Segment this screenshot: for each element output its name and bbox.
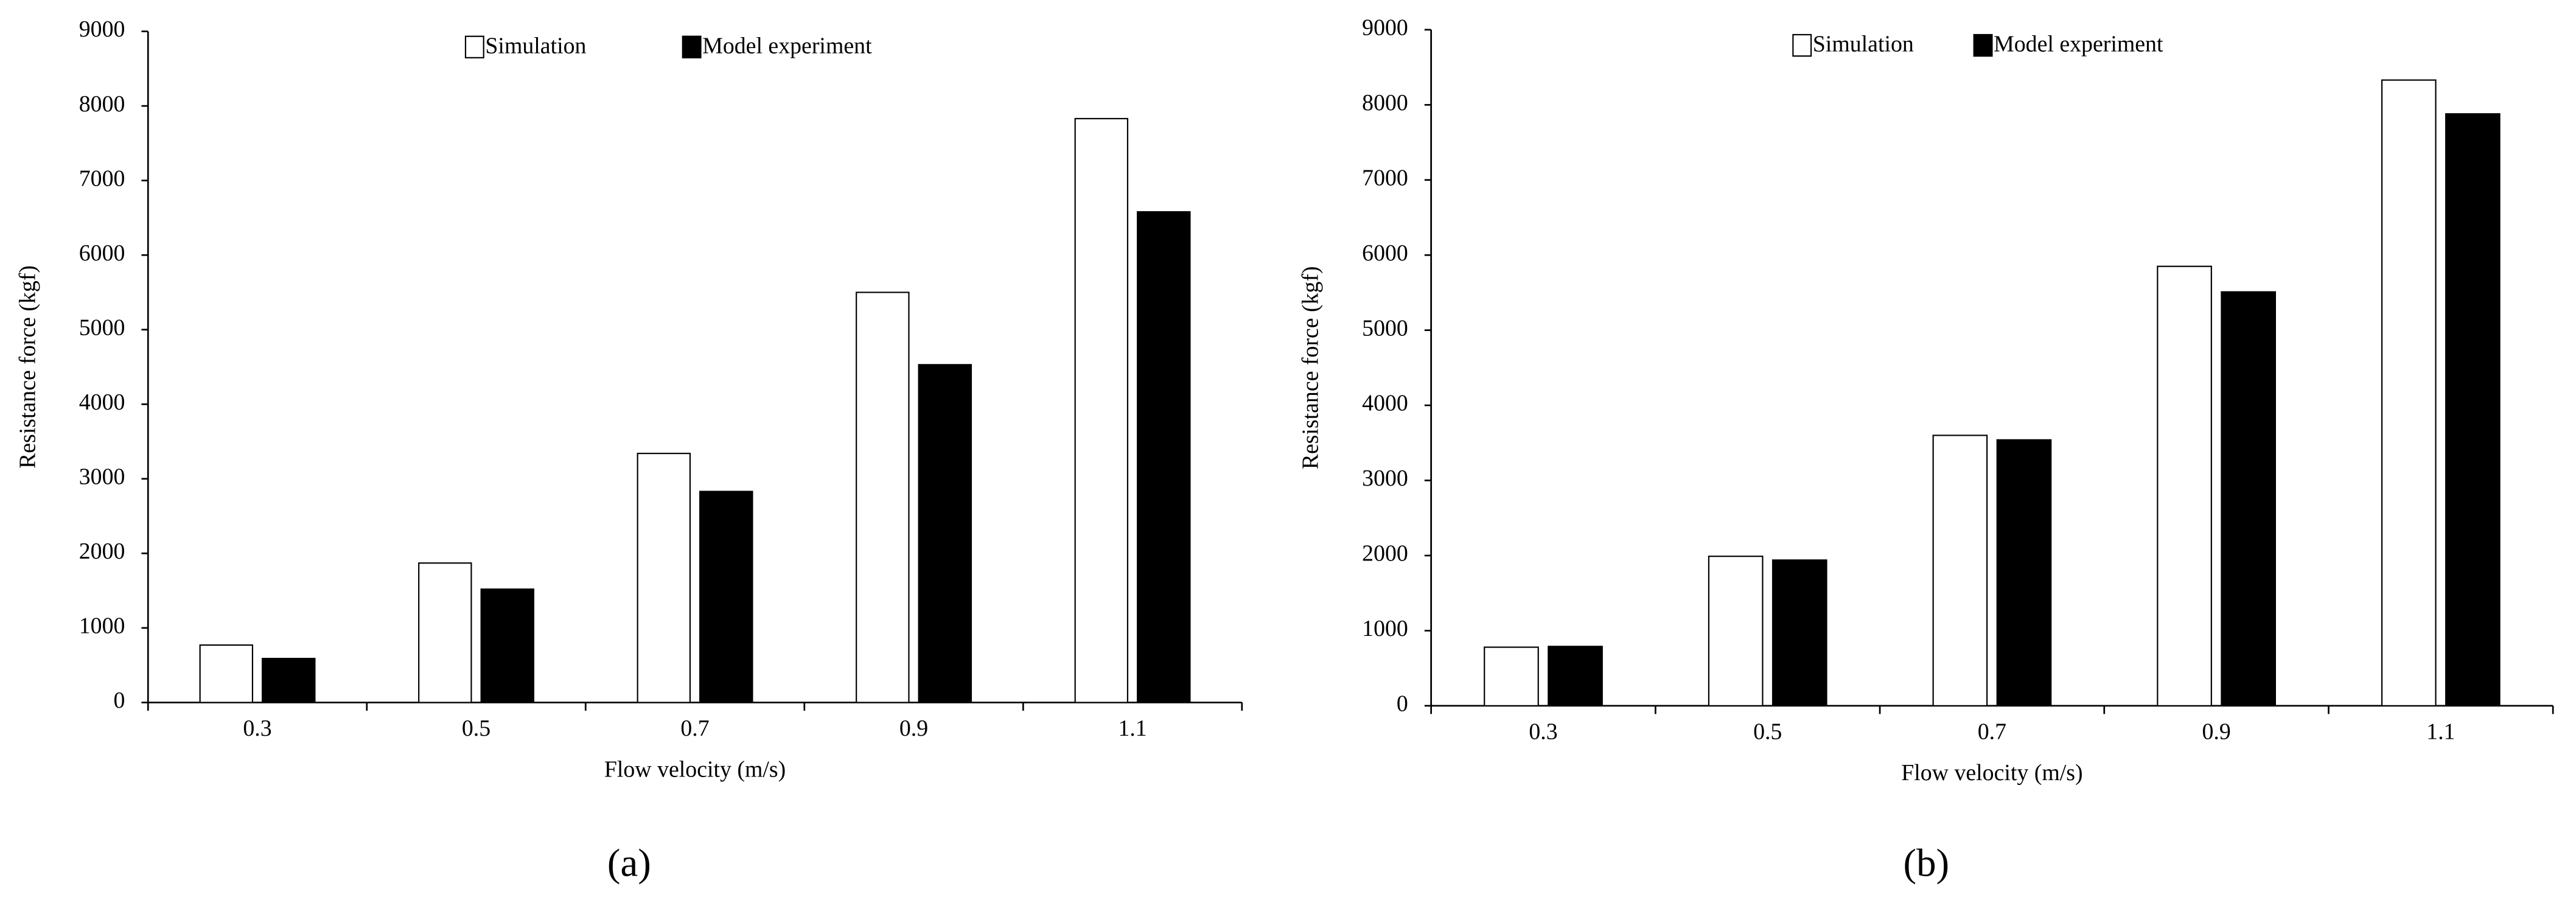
x-tick-label: 0.5 [1753,719,1782,744]
y-tick-label: 2000 [1362,541,1408,567]
legend-swatch [1792,33,1812,57]
bar [418,562,472,703]
y-tick-label: 3000 [1362,466,1408,491]
bar [1932,434,1988,706]
bar [480,588,534,703]
legend-swatch [1973,33,1993,57]
bar [2157,265,2212,706]
y-tick-label: 9000 [79,16,125,42]
bar [1484,646,1539,706]
x-tick-label: 0.3 [243,716,271,741]
y-tick-label: 3000 [79,464,125,489]
y-tick-label: 6000 [1362,240,1408,266]
bar [1771,559,1827,706]
panel-label: (a) [607,842,651,885]
x-tick-label: 0.9 [2202,719,2230,744]
bar [918,364,972,703]
y-tick-label: 8000 [1362,90,1408,116]
bar [2445,113,2501,706]
y-tick-label: 1000 [1362,616,1408,641]
legend-label: Simulation [485,33,586,58]
bar [1548,646,1603,706]
x-tick-label: 0.7 [680,716,709,741]
y-tick-label: 7000 [79,166,125,191]
x-tick-label: 0.5 [462,716,490,741]
bar [637,453,691,703]
bar [1074,117,1129,703]
y-tick-label: 5000 [1362,315,1408,341]
bar [2381,79,2437,706]
legend-label: Simulation [1813,32,1914,57]
y-tick-label: 4000 [79,389,125,415]
bar [1708,556,1764,706]
y-tick-label: 1000 [79,613,125,639]
bar [856,291,910,703]
y-tick-label: 8000 [79,91,125,117]
y-tick-label: 2000 [79,539,125,564]
legend-swatch [682,35,702,58]
y-tick-label: 0 [114,688,125,713]
x-tick-label: 0.9 [899,716,928,741]
y-axis-label: Resistance force (kgf) [1298,266,1324,469]
bar [1137,211,1191,703]
y-tick-label: 4000 [1362,391,1408,416]
y-axis-label: Resistance force (kgf) [15,265,40,469]
bar [699,490,753,703]
legend-label: Model experiment [702,33,872,58]
panel-label: (b) [1903,842,1949,885]
bar [262,658,316,703]
bar [199,644,254,703]
x-tick-label: 0.3 [1529,719,1557,744]
x-tick-label: 1.1 [1118,716,1147,741]
legend-label: Model experiment [1994,32,2163,57]
y-tick-label: 0 [1397,691,1408,717]
y-tick-label: 6000 [79,240,125,266]
y-tick-label: 5000 [79,315,125,340]
x-axis-label: Flow velocity (m/s) [1901,760,2082,786]
x-axis-label: Flow velocity (m/s) [604,757,786,783]
bar [2221,291,2276,706]
bar [1996,439,2052,706]
y-tick-label: 9000 [1362,15,1408,41]
legend-swatch [464,35,484,58]
x-tick-label: 1.1 [2426,719,2455,744]
y-tick-label: 7000 [1362,165,1408,190]
x-tick-label: 0.7 [1978,719,2006,744]
